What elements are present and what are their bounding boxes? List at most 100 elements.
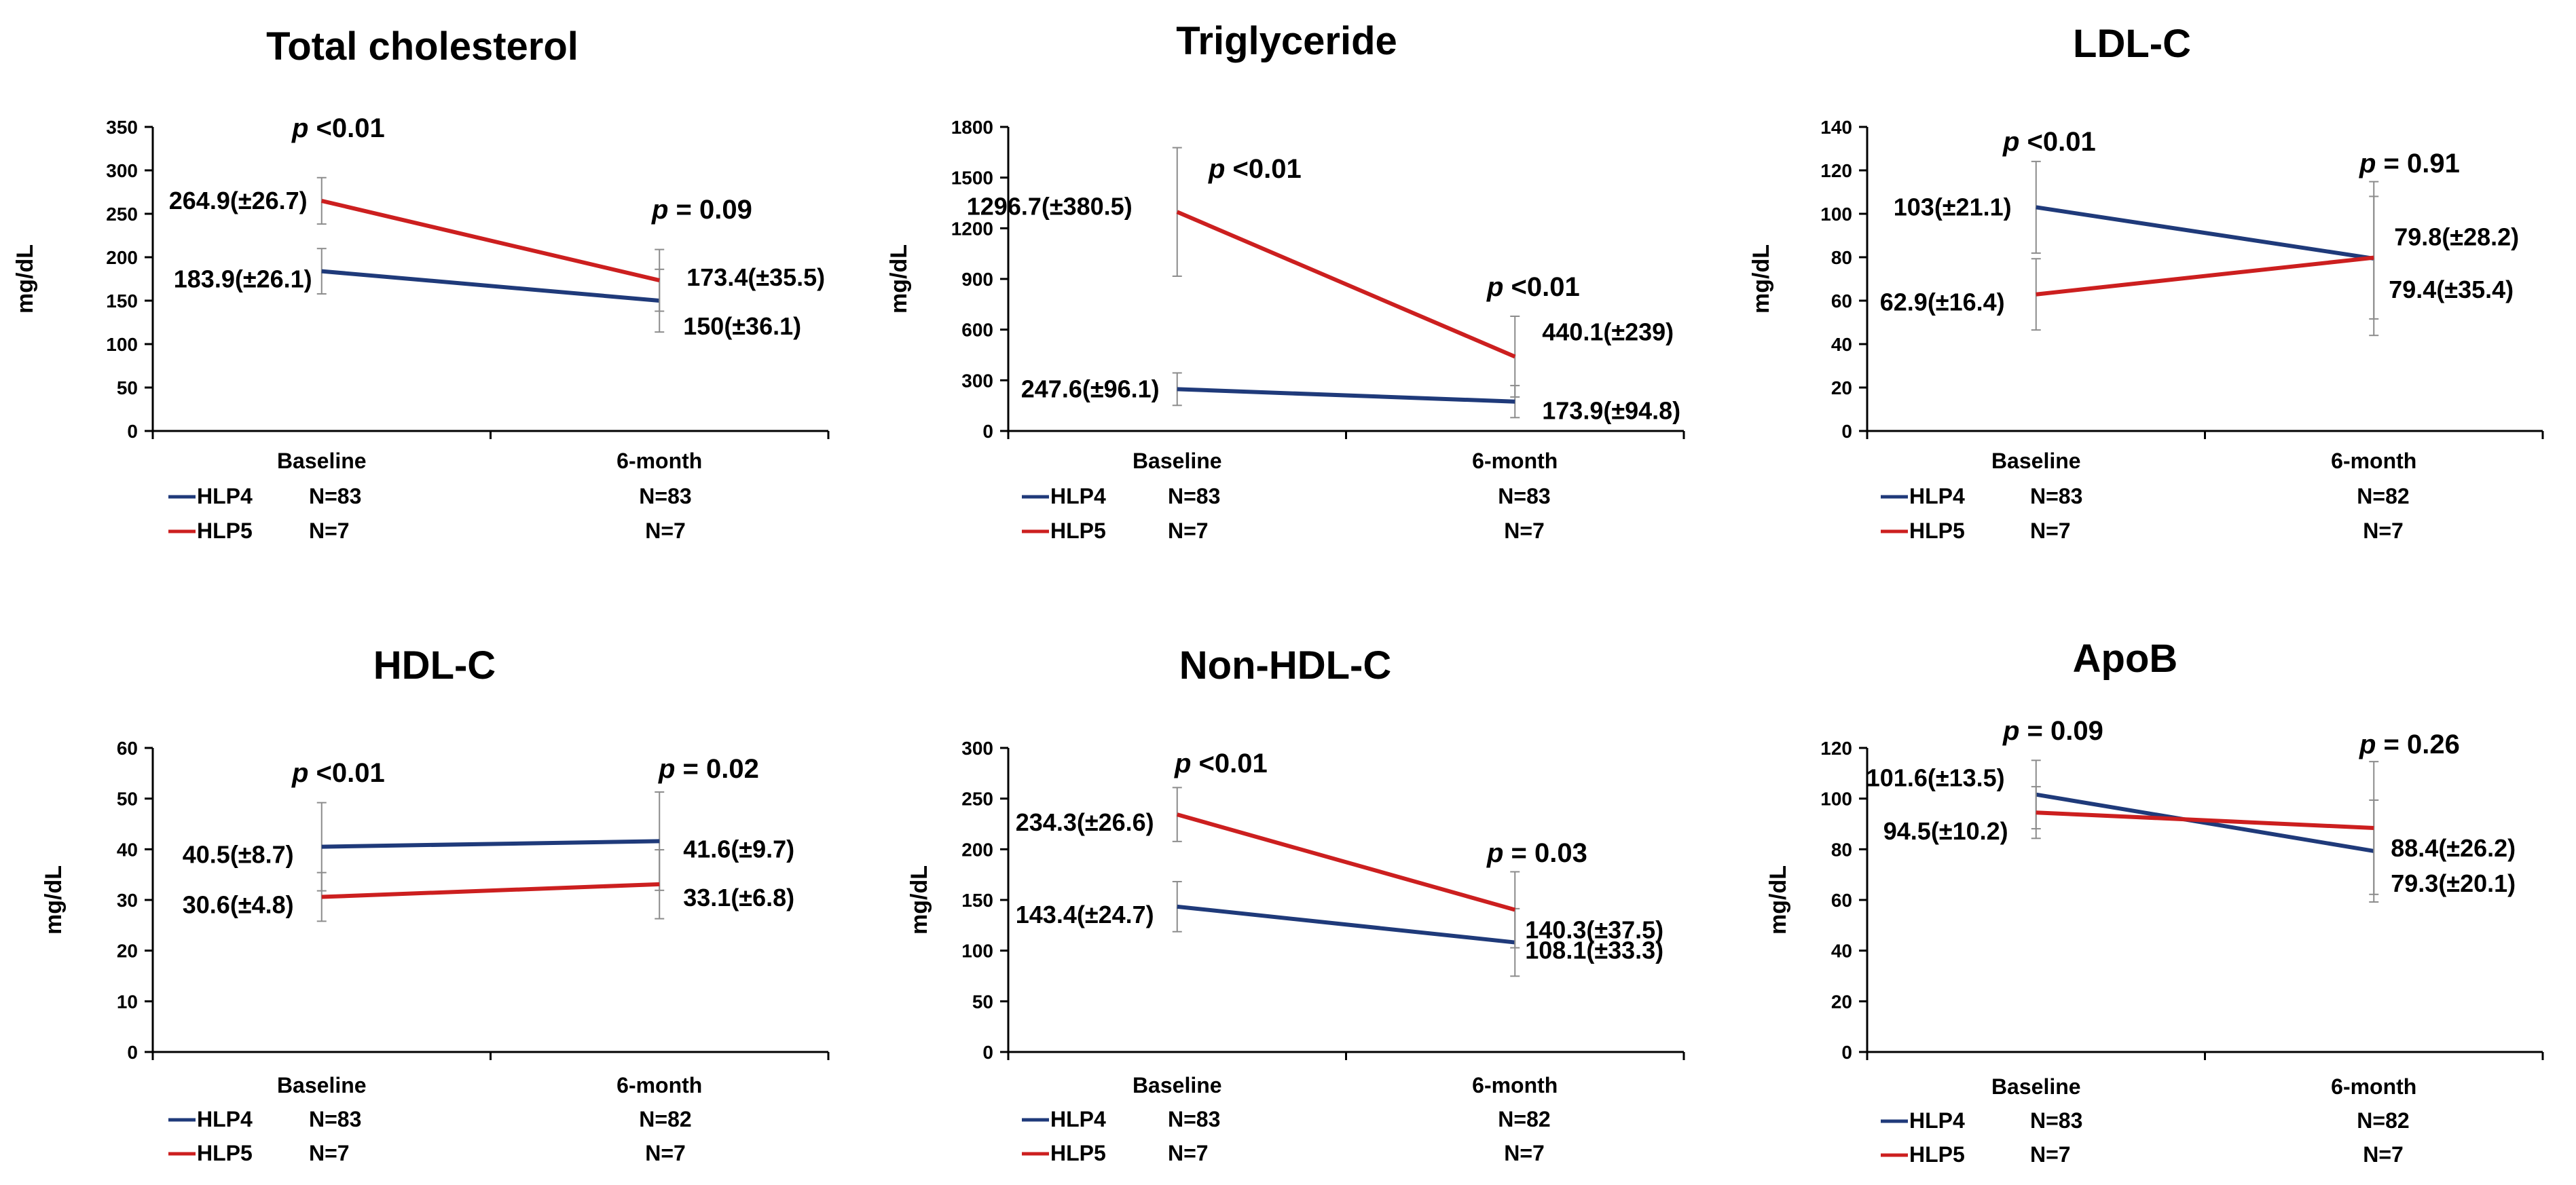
- n-count-baseline: N=7: [1168, 1141, 1209, 1165]
- n-count-6month: N=82: [1498, 1107, 1550, 1131]
- data-label: 33.1(±6.8): [683, 884, 794, 911]
- x-tick-label: Baseline: [1133, 1073, 1222, 1097]
- p-value-label: p = 0.09: [651, 195, 752, 225]
- n-count-baseline: N=7: [2030, 519, 2071, 543]
- y-tick-label: 50: [972, 991, 993, 1012]
- n-count-6month: N=7: [2363, 519, 2404, 543]
- series-line-hlp5: [2036, 255, 2374, 297]
- y-tick-label: 80: [1831, 839, 1852, 860]
- data-label: 88.4(±26.2): [2391, 834, 2516, 862]
- chart-panel: Total cholesterol 0 50 100 150 200 250 300 350 mg…: [12, 24, 830, 543]
- y-tick-label: 150: [106, 290, 138, 312]
- data-label: 108.1(±33.3): [1525, 937, 1663, 964]
- x-tick-label: 6-month: [1472, 1073, 1558, 1097]
- legend-label: HLP4: [1050, 1107, 1106, 1131]
- n-count-6month: N=82: [2357, 484, 2409, 508]
- legend-label: HLP5: [197, 1141, 253, 1165]
- y-tick-label: 250: [106, 204, 138, 225]
- data-label: 143.4(±24.7): [1016, 901, 1154, 928]
- y-tick-label: 0: [1841, 421, 1852, 442]
- y-tick-label: 40: [117, 839, 138, 860]
- n-count-6month: N=82: [2357, 1108, 2409, 1133]
- x-tick-label: 6-month: [1472, 449, 1558, 473]
- y-tick-label: 900: [961, 269, 993, 290]
- y-tick-label: 60: [117, 738, 138, 759]
- legend-label: HLP4: [1909, 484, 1965, 508]
- y-tick-label: 30: [117, 890, 138, 911]
- y-tick-label: 100: [106, 334, 138, 355]
- y-tick-label: 0: [982, 421, 993, 442]
- y-axis-title: mg/dL: [41, 865, 67, 935]
- y-tick-label: 10: [117, 991, 138, 1012]
- data-label: 173.9(±94.8): [1542, 397, 1680, 425]
- n-count-baseline: N=7: [309, 1141, 350, 1165]
- y-tick-label: 0: [127, 421, 138, 442]
- p-value-label: p <0.01: [1486, 272, 1580, 302]
- data-label: 79.8(±28.2): [2394, 223, 2519, 251]
- n-count-6month: N=7: [1504, 519, 1545, 543]
- chart-title: HDL-C: [373, 643, 496, 688]
- data-label: 150(±36.1): [683, 312, 801, 340]
- data-label: 440.1(±239): [1542, 318, 1674, 345]
- n-count-baseline: N=83: [1168, 484, 1220, 508]
- chart-title: LDL-C: [2073, 22, 2191, 66]
- y-tick-label: 60: [1831, 890, 1852, 911]
- chart-panel: Triglyceride 0 300 600 900 1200 1500 1800 mg/dL B…: [886, 19, 1685, 543]
- x-tick-label: Baseline: [1991, 1074, 2081, 1099]
- p-value-label: p <0.01: [1174, 749, 1268, 778]
- n-count-baseline: N=83: [2030, 1108, 2082, 1133]
- x-tick-label: 6-month: [617, 1073, 702, 1097]
- y-tick-label: 20: [1831, 991, 1852, 1012]
- y-tick-label: 100: [1820, 789, 1852, 810]
- p-value-label: p = 0.26: [2359, 730, 2460, 759]
- y-tick-label: 300: [961, 370, 993, 391]
- y-tick-label: 140: [1820, 117, 1852, 138]
- chart-title: ApoB: [2073, 637, 2178, 681]
- n-count-6month: N=7: [645, 519, 686, 543]
- y-tick-label: 1500: [951, 168, 993, 189]
- y-axis-title: mg/dL: [1765, 865, 1791, 935]
- data-label: 247.6(±96.1): [1021, 375, 1160, 402]
- n-count-6month: N=7: [1504, 1141, 1545, 1165]
- p-value-label: p = 0.91: [2359, 149, 2460, 178]
- y-tick-label: 40: [1831, 941, 1852, 962]
- chart-title: Total cholesterol: [266, 24, 578, 69]
- n-count-6month: N=82: [639, 1107, 691, 1131]
- data-label: 30.6(±4.8): [183, 891, 294, 919]
- y-tick-label: 120: [1820, 738, 1852, 759]
- y-tick-label: 0: [982, 1042, 993, 1063]
- y-tick-label: 20: [1831, 377, 1852, 398]
- y-axis-title: mg/dL: [12, 244, 38, 314]
- y-tick-label: 80: [1831, 247, 1852, 268]
- p-value-label: p <0.01: [1208, 154, 1302, 184]
- x-tick-label: 6-month: [2331, 449, 2416, 473]
- x-tick-label: Baseline: [1133, 449, 1222, 473]
- p-value-label: p <0.01: [291, 758, 385, 788]
- y-tick-label: 1200: [951, 218, 993, 239]
- y-tick-label: 60: [1831, 290, 1852, 312]
- x-tick-label: Baseline: [277, 1073, 367, 1097]
- data-label: 101.6(±13.5): [1866, 764, 2005, 792]
- series-line-hlp4: [321, 839, 660, 849]
- chart-panel: ApoB 0 20 40 60 80 100 120 mg/dL Baseline 6-month 1…: [1765, 637, 2544, 1167]
- data-label: 62.9(±16.4): [1880, 288, 2005, 316]
- data-label: 79.3(±20.1): [2391, 869, 2516, 897]
- chart-panel: LDL-C 0 20 40 60 80 100 120 140 mg/dL Baseline 6-mo…: [1748, 22, 2544, 543]
- p-value-label: p = 0.09: [2002, 716, 2103, 746]
- chart-title: Non-HDL-C: [1179, 643, 1391, 688]
- y-tick-label: 250: [961, 789, 993, 810]
- y-tick-label: 50: [117, 789, 138, 810]
- series-line-hlp5: [2036, 810, 2374, 830]
- y-tick-label: 0: [1841, 1042, 1852, 1063]
- series-line-hlp4: [1177, 904, 1515, 945]
- x-tick-label: 6-month: [617, 449, 702, 473]
- x-tick-label: Baseline: [277, 449, 367, 473]
- y-tick-label: 600: [961, 320, 993, 341]
- y-axis-title: mg/dL: [906, 865, 932, 935]
- y-tick-label: 50: [117, 377, 138, 398]
- data-label: 41.6(±9.7): [683, 835, 794, 863]
- chart-panel: HDL-C 0 10 20 30 40 50 60 mg/dL Baseline 6-month 40…: [41, 643, 830, 1165]
- legend-label: HLP5: [1050, 519, 1106, 543]
- legend-label: HLP4: [1050, 484, 1106, 508]
